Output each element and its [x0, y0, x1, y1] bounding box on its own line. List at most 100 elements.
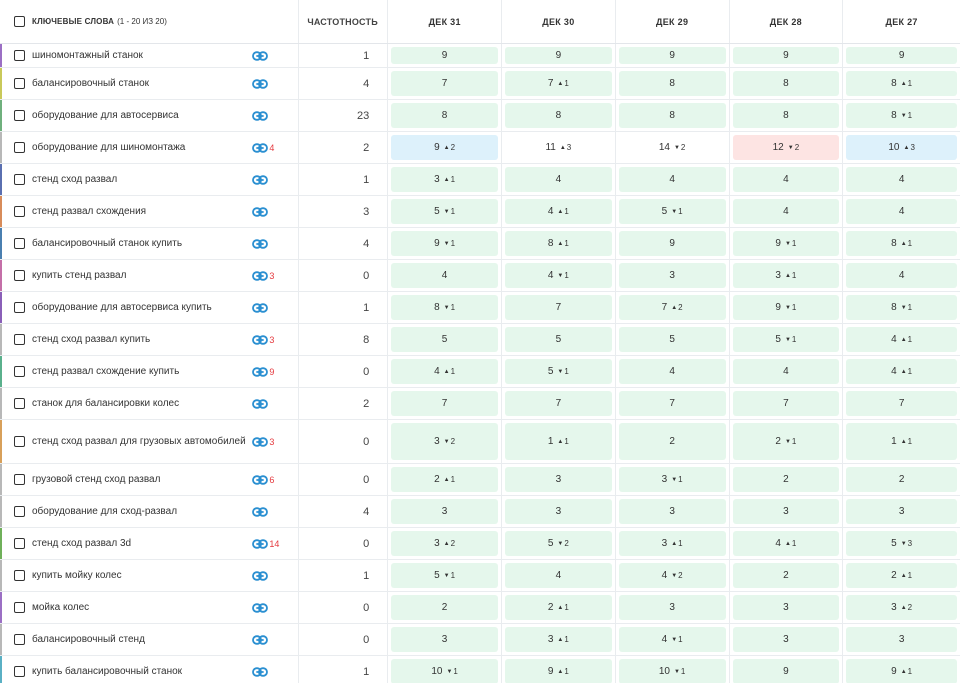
position-badge[interactable]: 8 [618, 71, 726, 96]
link-icon[interactable] [252, 334, 269, 345]
url-links[interactable] [252, 206, 290, 217]
position-badge[interactable]: 4 ▲ 1 [846, 359, 958, 384]
table-row[interactable]: балансировочный станок купить 4 9 ▼ 1 8 ▲ 1 9 9 ▼ 1… [0, 228, 960, 260]
url-links[interactable]: 9 [252, 367, 290, 377]
position-badge[interactable]: 9 ▲ 1 [504, 659, 612, 683]
position-badge[interactable]: 9 [846, 47, 958, 64]
row-checkbox[interactable] [14, 506, 25, 517]
position-badge[interactable]: 3 ▼ 1 [618, 467, 726, 492]
position-badge[interactable]: 3 ▲ 1 [504, 627, 612, 652]
position-badge[interactable]: 8 [504, 103, 612, 128]
position-badge[interactable]: 3 [732, 627, 840, 652]
position-badge[interactable]: 8 [732, 71, 840, 96]
link-icon[interactable] [252, 538, 269, 549]
table-row[interactable]: стенд развал схождения 3 5 ▼ 1 4 ▲ 1 5 ▼ 1 4 4 [0, 196, 960, 228]
table-row[interactable]: стенд развал схождение купить 9 0 4 ▲ 1 5 ▼ 1 4 4 4… [0, 356, 960, 388]
url-links[interactable]: 6 [252, 475, 290, 485]
row-checkbox[interactable] [14, 334, 25, 345]
position-badge[interactable]: 4 [391, 263, 498, 288]
position-badge[interactable]: 7 [504, 391, 612, 416]
position-badge[interactable]: 3 [391, 499, 498, 524]
position-badge[interactable]: 9 [618, 47, 726, 64]
position-badge[interactable]: 3 ▲ 2 [846, 595, 958, 620]
position-badge[interactable]: 8 ▼ 1 [846, 295, 958, 320]
url-links[interactable]: 3 [252, 271, 290, 281]
position-badge[interactable]: 7 [391, 71, 498, 96]
position-badge[interactable]: 4 [618, 359, 726, 384]
position-badge[interactable]: 9 ▼ 1 [732, 295, 840, 320]
url-links[interactable] [252, 602, 290, 613]
row-checkbox[interactable] [14, 602, 25, 613]
header-date[interactable]: ДЕК 30 [502, 0, 616, 43]
position-badge[interactable]: 7 ▲ 2 [618, 295, 726, 320]
header-date[interactable]: ДЕК 28 [730, 0, 844, 43]
position-badge[interactable]: 3 [618, 263, 726, 288]
position-badge[interactable]: 4 ▼ 1 [504, 263, 612, 288]
row-checkbox[interactable] [14, 666, 25, 677]
link-icon[interactable] [252, 366, 269, 377]
position-badge[interactable]: 4 [732, 167, 840, 192]
position-badge[interactable]: 3 [618, 595, 726, 620]
url-links[interactable] [252, 570, 290, 581]
table-row[interactable]: купить балансировочный станок 1 10 ▼ 1 9 ▲ 1 10 ▼… [0, 656, 960, 683]
position-badge[interactable]: 7 [504, 295, 612, 320]
url-links[interactable] [252, 666, 290, 677]
row-checkbox[interactable] [14, 302, 25, 313]
position-badge[interactable]: 8 ▲ 1 [504, 231, 612, 256]
position-badge[interactable]: 4 [732, 199, 840, 224]
link-icon[interactable] [252, 436, 269, 447]
position-badge[interactable]: 9 [732, 659, 840, 683]
position-badge[interactable]: 14 ▼ 2 [619, 135, 726, 160]
position-badge[interactable]: 7 [618, 391, 726, 416]
table-row[interactable]: мойка колес 0 2 2 ▲ 1 3 3 3 ▲ 2 [0, 592, 960, 624]
row-checkbox[interactable] [14, 538, 25, 549]
header-date[interactable]: ДЕК 31 [388, 0, 503, 43]
position-badge[interactable]: 3 ▲ 1 [618, 531, 726, 556]
link-icon[interactable] [252, 142, 269, 153]
table-row[interactable]: оборудование для сход-развал 4 3 3 3 3 3 [0, 496, 960, 528]
url-links[interactable] [252, 78, 290, 89]
position-badge[interactable]: 3 [846, 499, 958, 524]
position-badge[interactable]: 10 ▼ 1 [618, 659, 726, 683]
position-badge[interactable]: 10 ▲ 3 [846, 135, 958, 160]
row-checkbox[interactable] [14, 634, 25, 645]
row-checkbox[interactable] [14, 110, 25, 121]
position-badge[interactable]: 4 ▲ 1 [846, 327, 958, 352]
row-checkbox[interactable] [14, 50, 25, 61]
row-checkbox[interactable] [14, 238, 25, 249]
link-icon[interactable] [252, 50, 269, 61]
link-icon[interactable] [252, 570, 269, 581]
link-icon[interactable] [252, 78, 269, 89]
position-badge[interactable]: 1 ▲ 1 [504, 423, 612, 460]
url-links[interactable] [252, 238, 290, 249]
position-badge[interactable]: 2 [732, 467, 840, 492]
position-badge[interactable]: 4 ▲ 1 [504, 199, 612, 224]
position-badge[interactable]: 4 ▲ 1 [391, 359, 498, 384]
table-row[interactable]: стенд сход развал купить 3 8 5 5 5 5 ▼ 1 4 ▲ 1 [0, 324, 960, 356]
position-badge[interactable]: 5 ▼ 1 [391, 199, 498, 224]
url-links[interactable]: 14 [252, 539, 290, 549]
position-badge[interactable]: 9 [391, 47, 498, 64]
position-badge[interactable]: 4 [846, 263, 958, 288]
position-badge[interactable]: 9 ▲ 1 [846, 659, 958, 683]
table-row[interactable]: грузовой стенд сход развал 6 0 2 ▲ 1 3 3 ▼ 1 2 2 [0, 464, 960, 496]
position-badge[interactable]: 9 ▼ 1 [732, 231, 840, 256]
position-badge[interactable]: 3 ▲ 2 [391, 531, 498, 556]
position-badge[interactable]: 4 [732, 359, 840, 384]
position-badge[interactable]: 3 [618, 499, 726, 524]
link-icon[interactable] [252, 174, 269, 185]
position-badge[interactable]: 7 ▲ 1 [504, 71, 612, 96]
position-badge[interactable]: 2 [846, 467, 958, 492]
link-icon[interactable] [252, 238, 269, 249]
position-badge[interactable]: 4 [618, 167, 726, 192]
position-badge[interactable]: 4 ▲ 1 [732, 531, 840, 556]
link-icon[interactable] [252, 398, 269, 409]
position-badge[interactable]: 3 [504, 499, 612, 524]
position-badge[interactable]: 4 [846, 199, 958, 224]
table-row[interactable]: стенд сход развал 1 3 ▲ 1 4 4 4 4 [0, 164, 960, 196]
row-checkbox[interactable] [14, 474, 25, 485]
link-icon[interactable] [252, 602, 269, 613]
position-badge[interactable]: 5 [504, 327, 612, 352]
header-date[interactable]: ДЕК 29 [616, 0, 730, 43]
position-badge[interactable]: 5 ▼ 1 [618, 199, 726, 224]
